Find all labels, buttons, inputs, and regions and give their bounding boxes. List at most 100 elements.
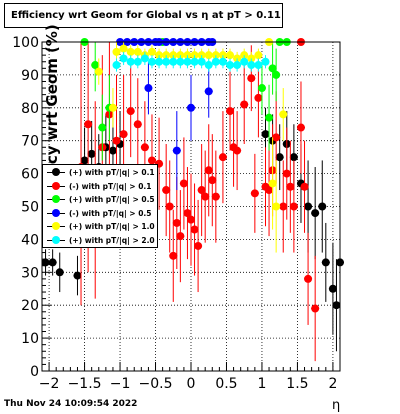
data-point <box>204 87 213 96</box>
data-point <box>119 130 128 139</box>
data-point <box>84 120 93 129</box>
data-point <box>204 51 213 60</box>
data-point <box>275 153 284 162</box>
data-point <box>172 146 181 155</box>
data-point <box>55 268 64 277</box>
series-0 <box>41 107 344 352</box>
data-point <box>197 57 206 66</box>
data-point <box>279 202 288 211</box>
data-point <box>304 274 313 283</box>
data-point <box>254 93 263 102</box>
legend-entry: (+) with pT/|q| > 0.5 <box>47 193 157 207</box>
data-point <box>226 107 235 116</box>
data-point <box>108 103 117 112</box>
data-point <box>289 153 298 162</box>
data-point <box>41 258 50 267</box>
data-point <box>169 57 178 66</box>
legend-marker <box>47 222 65 231</box>
data-point <box>254 51 263 60</box>
data-point <box>133 120 142 129</box>
data-point <box>144 84 153 93</box>
legend-label: (+) with pT/|q| > 1.0 <box>69 222 155 232</box>
data-point <box>272 202 281 211</box>
data-point <box>147 47 156 56</box>
legend-entry: (-) with pT/|q| > 0.5 <box>47 207 157 221</box>
data-point <box>126 107 135 116</box>
data-point <box>204 166 213 175</box>
legend-label: (+) with pT/|q| > 0.5 <box>69 195 155 205</box>
data-point <box>126 47 135 56</box>
y-tick-label: 90 <box>21 68 39 84</box>
data-point <box>194 241 203 250</box>
data-point <box>233 61 242 70</box>
y-tick-label: 100 <box>12 35 39 51</box>
data-point <box>226 61 235 70</box>
data-point <box>233 146 242 155</box>
data-point <box>126 57 135 66</box>
data-point <box>140 143 149 152</box>
data-point <box>119 54 128 63</box>
data-point <box>226 51 235 60</box>
x-tick-label: −0.5 <box>139 376 173 392</box>
y-tick-label: 70 <box>21 134 39 150</box>
data-point <box>190 225 199 234</box>
data-point <box>112 47 121 56</box>
data-point <box>147 57 156 66</box>
data-point <box>201 192 210 201</box>
data-point <box>183 57 192 66</box>
legend-marker <box>47 181 65 191</box>
legend-entry: (+) with pT/|q| > 1.0 <box>47 220 157 234</box>
legend-marker <box>47 208 65 218</box>
data-point <box>250 189 259 198</box>
legend-label: (+) with pT/|q| > 0.1 <box>69 168 155 178</box>
data-point <box>73 271 82 280</box>
data-point <box>218 153 227 162</box>
legend-marker <box>47 168 65 177</box>
x-tick-label: −1 <box>110 376 131 392</box>
data-point <box>247 61 256 70</box>
data-point <box>187 215 195 224</box>
data-point <box>155 57 164 66</box>
data-point <box>112 61 121 70</box>
data-point <box>332 301 341 310</box>
data-point <box>187 103 195 112</box>
legend-marker <box>47 235 65 245</box>
data-point <box>162 186 171 195</box>
chart-title: Efficiency wrt Geom for Global vs η at p… <box>4 3 283 28</box>
data-point <box>197 186 206 195</box>
timestamp: Thu Nov 24 10:09:54 2022 <box>4 399 138 409</box>
legend-entry: (-) with pT/|q| > 0.1 <box>47 180 157 194</box>
data-point <box>247 74 256 83</box>
data-point <box>94 67 103 76</box>
data-point <box>272 133 281 142</box>
y-tick-label: 80 <box>21 101 39 117</box>
data-point <box>165 202 174 211</box>
data-point <box>300 182 309 191</box>
data-point <box>190 57 199 66</box>
data-point <box>140 54 149 63</box>
data-point <box>183 209 192 218</box>
data-point <box>147 156 156 165</box>
data-point <box>257 84 266 93</box>
y-tick-label: 0 <box>30 364 39 380</box>
data-point <box>211 192 220 201</box>
data-point <box>254 61 263 70</box>
data-point <box>162 57 171 66</box>
data-point <box>112 136 121 145</box>
data-point <box>119 44 128 53</box>
legend-entry: (+) with pT/|q| > 2.0 <box>47 234 157 248</box>
x-tick-label: 0 <box>187 376 196 392</box>
y-tick-label: 10 <box>21 331 39 347</box>
data-point <box>208 176 217 185</box>
y-tick-label: 20 <box>21 298 39 314</box>
data-point <box>172 218 181 227</box>
data-point <box>240 100 249 109</box>
data-point <box>240 57 249 66</box>
data-point <box>265 113 274 122</box>
data-point <box>289 202 298 211</box>
data-point <box>176 232 185 241</box>
y-tick-label: 40 <box>21 232 39 248</box>
data-point <box>261 130 270 139</box>
data-point <box>261 57 270 66</box>
x-tick-label: 0.5 <box>215 376 237 392</box>
